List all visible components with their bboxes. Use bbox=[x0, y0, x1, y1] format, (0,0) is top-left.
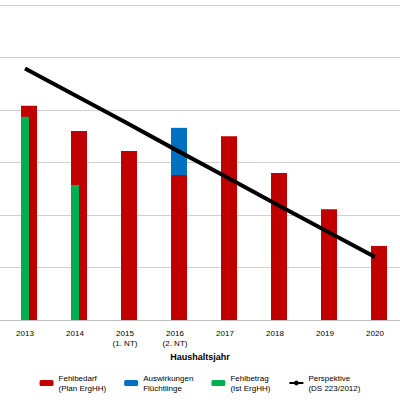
svg-text:Fehlbetrag: Fehlbetrag bbox=[230, 374, 268, 383]
svg-text:(1. NT): (1. NT) bbox=[113, 339, 138, 348]
svg-text:Fehlbedarf: Fehlbedarf bbox=[59, 374, 98, 383]
svg-text:2014: 2014 bbox=[66, 329, 84, 338]
svg-text:(2. NT): (2. NT) bbox=[163, 339, 188, 348]
svg-text:2017: 2017 bbox=[216, 329, 234, 338]
svg-text:2020: 2020 bbox=[366, 329, 384, 338]
svg-text:Perspektive: Perspektive bbox=[308, 374, 350, 383]
svg-text:2019: 2019 bbox=[316, 329, 334, 338]
svg-text:(Ist ErgHH): (Ist ErgHH) bbox=[230, 384, 270, 393]
svg-text:2016: 2016 bbox=[166, 329, 184, 338]
svg-text:Flüchtlinge: Flüchtlinge bbox=[143, 384, 182, 393]
svg-text:Haushaltsjahr: Haushaltsjahr bbox=[170, 352, 230, 362]
svg-text:2018: 2018 bbox=[266, 329, 284, 338]
svg-text:Auswirkungen: Auswirkungen bbox=[143, 374, 193, 383]
svg-text:(Plan ErgHH): (Plan ErgHH) bbox=[59, 384, 107, 393]
svg-text:2015: 2015 bbox=[116, 329, 134, 338]
svg-text:(DS 223/2012): (DS 223/2012) bbox=[308, 384, 360, 393]
svg-text:2013: 2013 bbox=[16, 329, 34, 338]
